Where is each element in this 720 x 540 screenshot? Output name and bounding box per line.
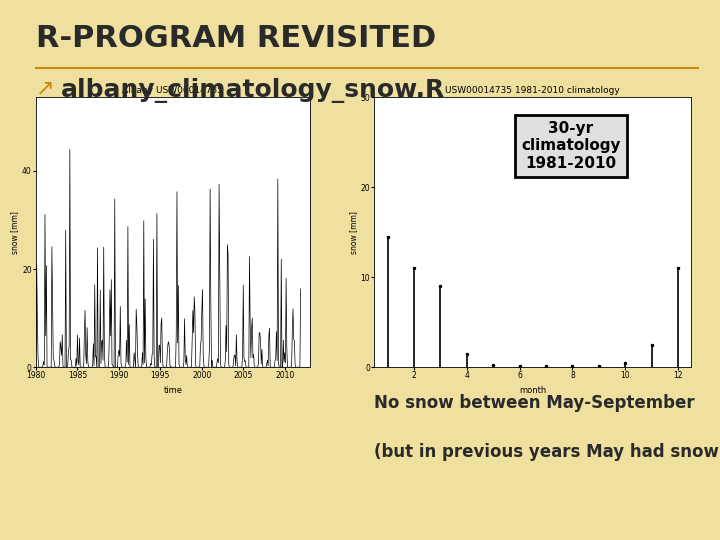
- Text: R-PROGRAM REVISITED: R-PROGRAM REVISITED: [36, 24, 436, 53]
- Text: ↗: ↗: [36, 78, 55, 98]
- Text: (but in previous years May had snow!): (but in previous years May had snow!): [374, 443, 720, 461]
- X-axis label: month: month: [519, 386, 546, 395]
- Text: 30-yr
climatology
1981-2010: 30-yr climatology 1981-2010: [521, 121, 621, 171]
- Y-axis label: snow [mm]: snow [mm]: [348, 211, 358, 254]
- X-axis label: time: time: [163, 386, 182, 395]
- Text: No snow between May-September: No snow between May-September: [374, 394, 695, 412]
- Title: USW00014735 1981-2010 climatology: USW00014735 1981-2010 climatology: [446, 86, 620, 95]
- Title: Albany USW00014735: Albany USW00014735: [122, 86, 223, 95]
- Text: albany_climatology_snow.R: albany_climatology_snow.R: [61, 78, 446, 103]
- Y-axis label: snow [mm]: snow [mm]: [10, 211, 19, 254]
